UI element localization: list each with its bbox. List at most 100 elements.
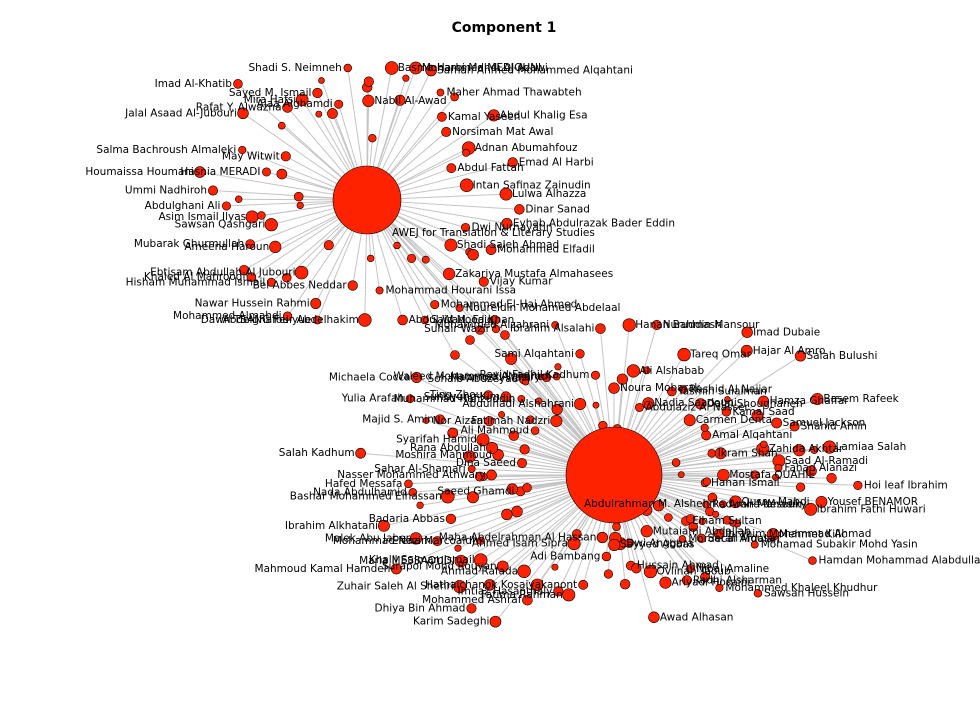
node-hub2-extra[interactable] <box>604 570 613 579</box>
node-hub1[interactable] <box>447 164 456 173</box>
node-hub1-extra[interactable] <box>294 192 303 201</box>
node-hub1[interactable] <box>385 62 398 75</box>
node-hub1[interactable] <box>222 202 230 210</box>
node-hub2[interactable] <box>641 525 653 537</box>
bridge-node[interactable] <box>451 351 460 360</box>
node-hub1[interactable] <box>269 241 281 253</box>
bridge-node[interactable] <box>501 331 510 340</box>
node-label-hub1: Abdulghani Ali <box>145 200 221 212</box>
node-hub1[interactable] <box>334 100 342 108</box>
node-label-hub2: Mutaiami Abdallah <box>653 525 751 537</box>
node-hub2[interactable] <box>678 348 691 361</box>
node-hub1[interactable] <box>514 204 524 214</box>
node-hub1[interactable] <box>445 239 457 251</box>
node-hub2[interactable] <box>597 532 608 543</box>
node-hub2-extra[interactable] <box>672 459 680 467</box>
node-hub1-extra[interactable] <box>278 122 285 129</box>
node-hub2[interactable] <box>531 427 539 435</box>
node-hub1-extra[interactable] <box>422 256 429 263</box>
node-hub1[interactable] <box>295 266 308 279</box>
node-hub1[interactable] <box>460 179 473 192</box>
node-hub1-extra[interactable] <box>277 169 287 179</box>
node-label-hub2: Sahar Al-Shamari <box>374 463 465 475</box>
node-hub1-extra[interactable] <box>403 75 410 82</box>
node-hub2-extra[interactable] <box>512 506 523 517</box>
node-hub2-extra[interactable] <box>523 483 532 492</box>
node-label-hub2: Tareq Omar <box>689 349 752 361</box>
node-hub2-extra[interactable] <box>552 564 558 570</box>
node-hub1[interactable] <box>344 64 352 72</box>
node-hub2[interactable] <box>602 552 611 561</box>
node-hub1[interactable] <box>358 314 371 327</box>
node-hub1[interactable] <box>376 287 383 294</box>
node-hub2[interactable] <box>490 616 501 627</box>
node-hub2[interactable] <box>684 415 695 426</box>
node-hub1[interactable] <box>398 315 408 325</box>
node-hub2-extra[interactable] <box>678 472 684 478</box>
node-hub2[interactable] <box>446 514 456 524</box>
node-hub1-extra[interactable] <box>318 77 324 83</box>
node-hub2[interactable] <box>486 470 496 480</box>
node-hub2[interactable] <box>574 398 585 409</box>
node-label-hub1: May Witwit <box>222 150 280 162</box>
node-hub1-extra[interactable] <box>369 134 377 142</box>
node-hub2[interactable] <box>551 415 562 426</box>
node-hub1-extra[interactable] <box>364 77 374 87</box>
node-hub2[interactable] <box>635 403 643 411</box>
node-hub2[interactable] <box>591 371 599 379</box>
node-hub1[interactable] <box>443 268 455 280</box>
node-hub2[interactable] <box>702 431 711 440</box>
node-hub1[interactable] <box>441 127 450 136</box>
node-hub2[interactable] <box>579 580 588 589</box>
node-hub1[interactable] <box>431 300 439 308</box>
node-hub2[interactable] <box>517 458 526 467</box>
node-hub1[interactable] <box>437 112 446 121</box>
node-hub1-extra[interactable] <box>462 149 469 156</box>
node-hub2-extra[interactable] <box>608 539 620 551</box>
node-hub1[interactable] <box>313 88 323 98</box>
node-hub2[interactable] <box>576 349 585 358</box>
node-hub2[interactable] <box>772 418 782 428</box>
node-hub1[interactable] <box>363 95 375 107</box>
node-hub2-extra[interactable] <box>664 514 672 522</box>
node-hub2[interactable] <box>708 449 716 457</box>
node-hub2-extra[interactable] <box>417 502 424 509</box>
node-hub1-extra[interactable] <box>407 254 415 262</box>
node-hub1[interactable] <box>262 168 270 176</box>
node-hub2-extra[interactable] <box>593 402 599 408</box>
node-hub1-extra[interactable] <box>367 255 374 262</box>
node-hub2-extra[interactable] <box>827 473 837 483</box>
node-hub2-extra[interactable] <box>520 445 530 455</box>
hub-label-awej: AWEJ for Translation & Literary Studies <box>392 227 595 239</box>
node-hub1[interactable] <box>265 218 278 231</box>
node-hub2[interactable] <box>356 448 366 458</box>
node-hub2[interactable] <box>609 383 620 394</box>
node-hub2-extra[interactable] <box>796 483 805 492</box>
node-hub1[interactable] <box>208 186 217 195</box>
bridge-node[interactable] <box>466 336 475 345</box>
node-hub1[interactable] <box>281 152 290 161</box>
node-hub1-extra[interactable] <box>316 111 322 117</box>
node-label-hub1: Mohammad Hourani Issa <box>386 284 517 296</box>
node-hub1[interactable] <box>311 298 321 308</box>
node-hub1-extra[interactable] <box>394 242 401 249</box>
node-hub2-extra[interactable] <box>612 523 620 531</box>
node-hub1-extra[interactable] <box>235 196 242 203</box>
node-hub2[interactable] <box>660 577 671 588</box>
node-hub2-extra[interactable] <box>502 509 513 520</box>
node-hub2-extra[interactable] <box>703 478 711 486</box>
node-hub2[interactable] <box>854 481 863 490</box>
node-hub2[interactable] <box>518 565 531 578</box>
node-hub1[interactable] <box>348 281 358 291</box>
node-label-hub1: Nawar Hussein Rahmi <box>195 298 310 310</box>
node-hub1-extra[interactable] <box>297 202 304 209</box>
node-label-hub2: Hanan Ismail <box>711 477 779 489</box>
node-hub2-extra[interactable] <box>620 579 630 589</box>
node-hub2[interactable] <box>595 324 605 334</box>
node-hub2[interactable] <box>648 612 659 623</box>
node-hub1-extra[interactable] <box>324 240 333 249</box>
node-hub2[interactable] <box>627 364 640 377</box>
node-hub2[interactable] <box>809 557 817 565</box>
hub-node-awej[interactable] <box>333 166 401 234</box>
node-hub2[interactable] <box>623 319 636 332</box>
